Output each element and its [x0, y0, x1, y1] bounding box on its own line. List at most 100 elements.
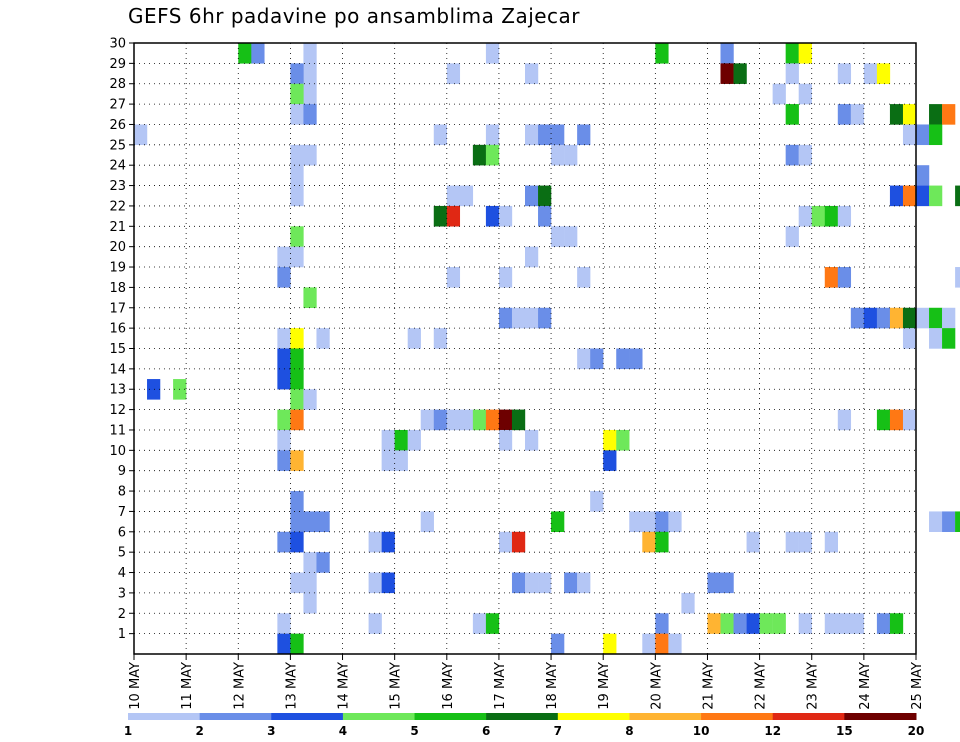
heatmap-cell	[811, 205, 825, 227]
heatmap-cell	[707, 613, 721, 634]
heatmap-cell	[785, 226, 799, 247]
heatmap-cell	[916, 165, 930, 186]
heatmap-cell	[929, 328, 943, 349]
y-tick-label: 30	[109, 37, 126, 52]
heatmap-cell	[303, 144, 317, 166]
y-tick-label: 15	[109, 342, 126, 357]
heatmap-cell	[837, 104, 852, 125]
y-tick-label: 24	[109, 159, 126, 174]
heatmap-cell	[277, 246, 291, 268]
heatmap-cell	[525, 307, 539, 329]
heatmap-cell	[290, 348, 304, 370]
y-tick-label: 6	[118, 525, 126, 540]
heatmap-cell	[551, 226, 565, 247]
heatmap-cell	[955, 267, 960, 288]
heatmap-cell	[290, 450, 304, 471]
heatmap-cell	[837, 205, 852, 227]
heatmap-cell	[850, 613, 865, 634]
heatmap-cell	[785, 531, 799, 553]
heatmap-cell	[902, 124, 917, 146]
heatmap-cell	[889, 185, 904, 207]
colorbar-swatch	[271, 713, 344, 720]
heatmap-cell	[955, 511, 960, 532]
heatmap-cell	[668, 633, 682, 655]
x-tick-label: 17 MAY	[493, 662, 508, 710]
y-tick-label: 28	[109, 77, 126, 92]
heatmap-cell	[290, 144, 304, 166]
colorbar-swatch	[629, 713, 702, 720]
heatmap-cell	[525, 429, 539, 451]
colorbar-label: 10	[693, 724, 710, 738]
heatmap-cell	[889, 409, 904, 431]
heatmap-cell	[876, 63, 891, 84]
heatmap-cell	[290, 389, 304, 410]
x-tick-label: 13 MAY	[284, 662, 299, 710]
heatmap-cell	[889, 613, 904, 634]
colorbar-label: 7	[554, 724, 562, 738]
heatmap-cell	[551, 124, 565, 146]
heatmap-cell	[707, 572, 721, 594]
heatmap-cell	[381, 450, 395, 471]
heatmap-cell	[746, 613, 760, 634]
heatmap-cell	[525, 246, 539, 268]
heatmap-cell	[498, 531, 513, 553]
heatmap-cell	[577, 572, 591, 594]
heatmap-cell	[590, 348, 604, 370]
y-tick-label: 11	[109, 423, 126, 438]
heatmap-cell	[798, 83, 812, 105]
heatmap-cell	[433, 124, 447, 146]
heatmap-cell	[655, 613, 669, 634]
chart-title: GEFS 6hr padavine po ansamblima Zajecar	[128, 4, 581, 28]
heatmap-cell	[238, 43, 252, 64]
heatmap-cell	[616, 429, 630, 451]
colorbar-swatch	[844, 713, 917, 720]
colorbar-swatch	[128, 713, 201, 720]
heatmap-cell	[498, 267, 513, 288]
heatmap-cell	[942, 307, 956, 329]
heatmap-cell	[472, 144, 487, 166]
heatmap-cell	[538, 572, 552, 594]
heatmap-cell	[511, 409, 526, 431]
heatmap-cell	[290, 633, 304, 655]
colorbar-label: 3	[267, 724, 275, 738]
colorbar-swatch	[199, 713, 272, 720]
heatmap-cell	[538, 205, 552, 227]
heatmap-cell	[446, 185, 461, 207]
heatmap-cell	[433, 205, 447, 227]
y-tick-label: 3	[118, 586, 126, 601]
heatmap-cell	[785, 43, 799, 64]
heatmap-cell	[525, 63, 539, 84]
heatmap-cell	[577, 124, 591, 146]
heatmap-cell	[902, 409, 917, 431]
heatmap-cell	[303, 572, 317, 594]
heatmap-cell	[889, 104, 904, 125]
heatmap-cell	[277, 531, 291, 553]
heatmap-cell	[929, 185, 943, 207]
heatmap-cell	[368, 613, 382, 634]
heatmap-cell	[785, 63, 799, 84]
heatmap-cell	[551, 511, 565, 532]
heatmap-cell	[303, 83, 317, 105]
heatmap-cell	[824, 613, 838, 634]
y-tick-label: 29	[109, 57, 126, 72]
heatmap-cell	[394, 429, 408, 451]
heatmap-cell	[525, 185, 539, 207]
heatmap-cell	[798, 43, 812, 64]
heatmap-cell	[785, 144, 799, 166]
heatmap-cell	[147, 379, 161, 400]
heatmap-cell	[577, 348, 591, 370]
y-tick-label: 10	[109, 444, 126, 459]
x-tick-label: 21 MAY	[701, 662, 716, 710]
heatmap-cell	[459, 409, 474, 431]
x-tick-label: 11 MAY	[180, 662, 195, 710]
y-tick-label: 9	[118, 464, 126, 479]
heatmap-cell	[863, 307, 878, 329]
x-tick-label: 12 MAY	[232, 662, 247, 710]
heatmap-cell	[551, 144, 565, 166]
x-tick-label: 24 MAY	[858, 662, 873, 710]
heatmap-cell	[277, 328, 291, 349]
heatmap-cell	[564, 572, 578, 594]
heatmap-cell	[720, 43, 734, 64]
heatmap-cell	[277, 633, 291, 655]
